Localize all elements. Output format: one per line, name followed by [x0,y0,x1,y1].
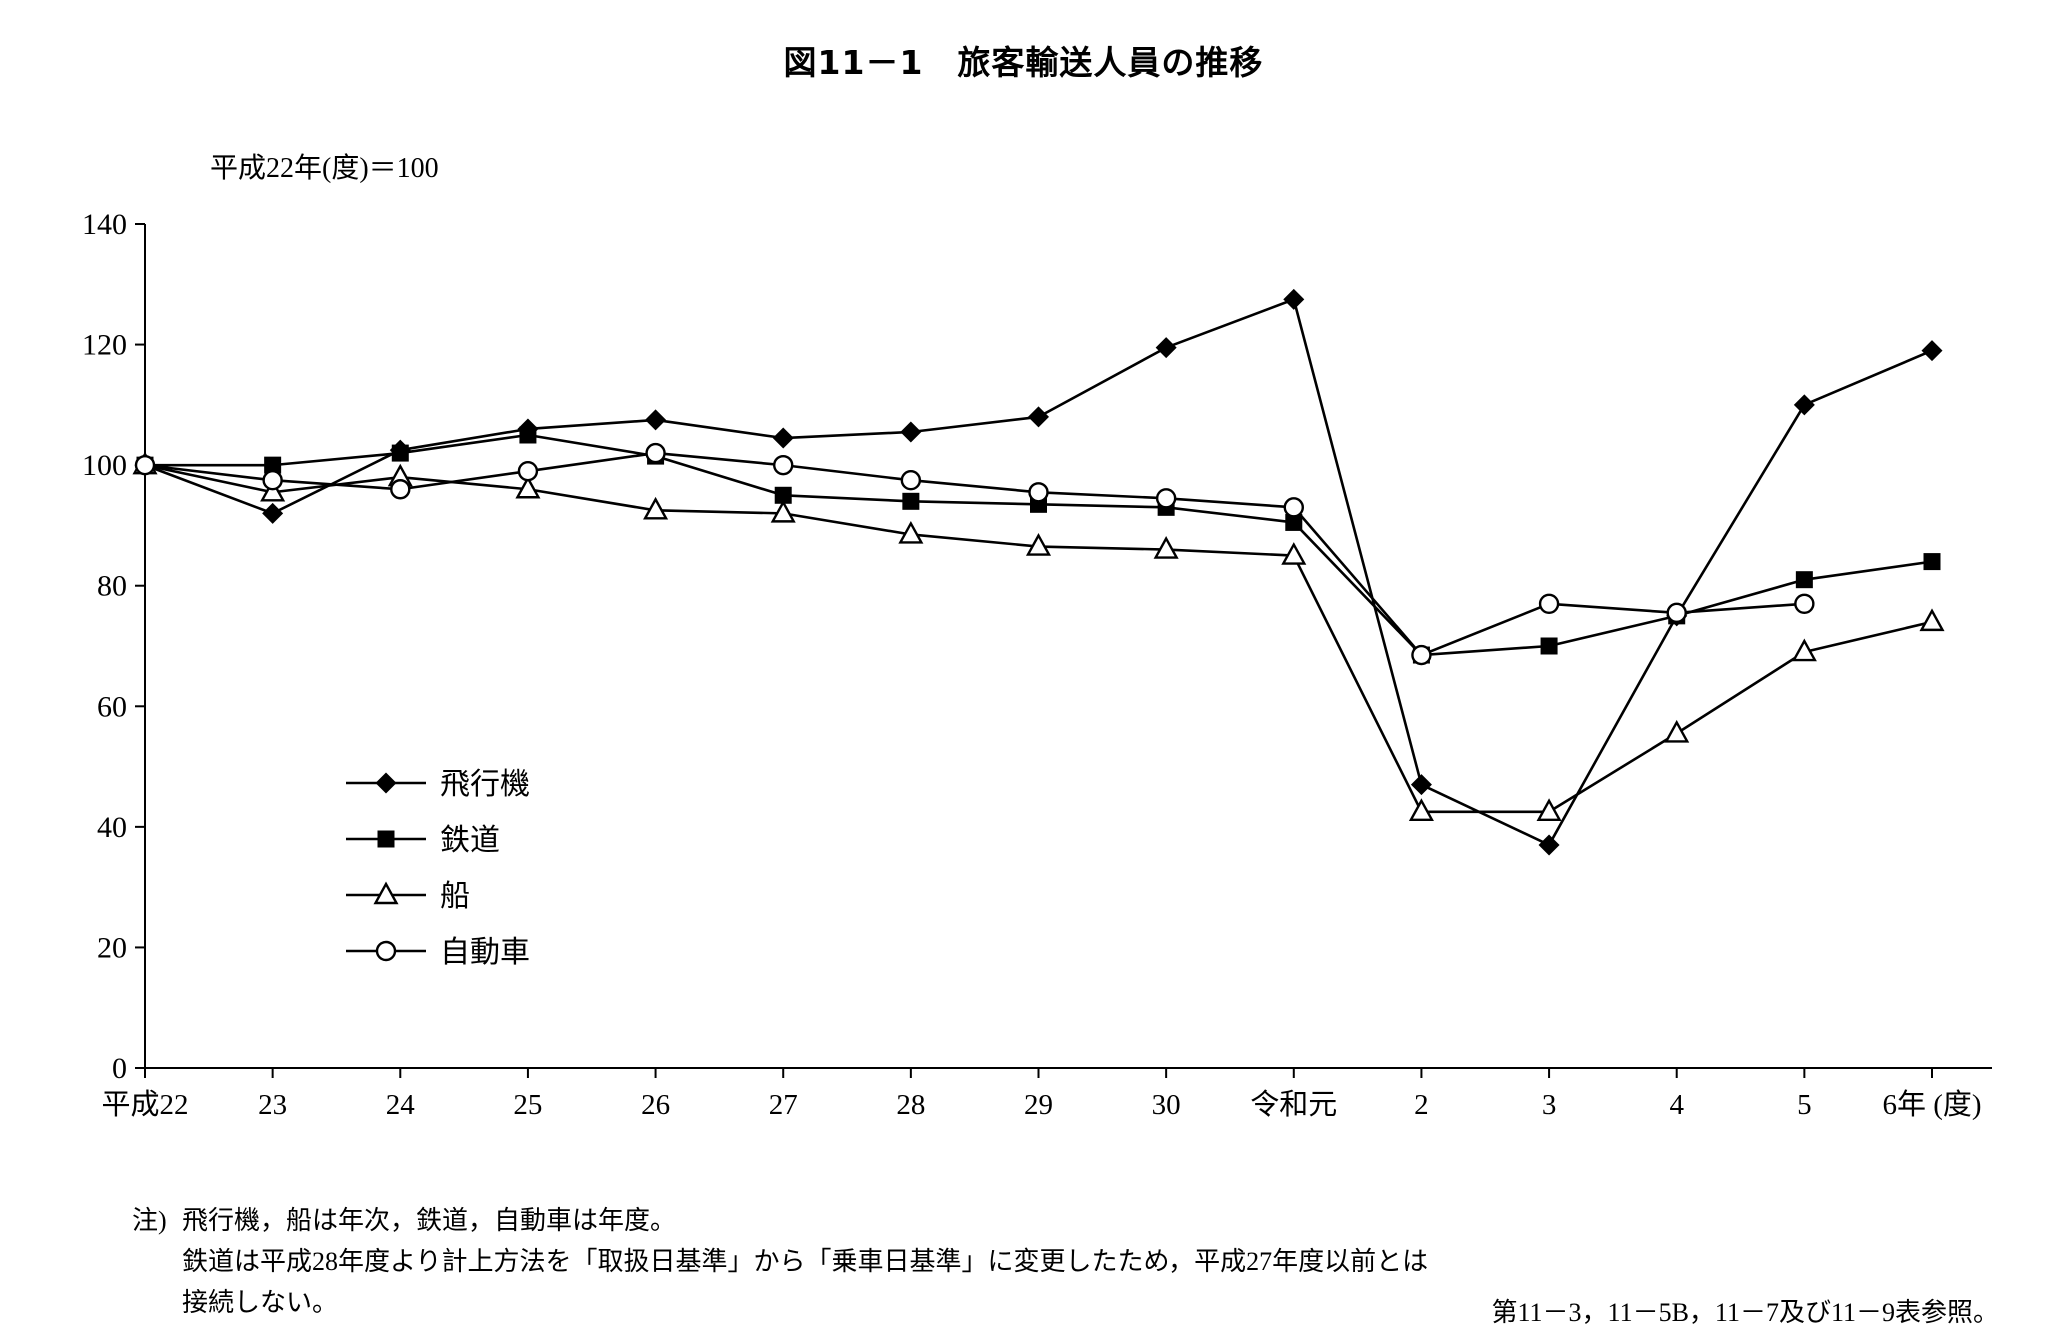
data-point-自動車 [1028,482,1049,503]
data-point-飛行機 [1155,337,1177,359]
legend-label: 鉄道 [440,824,500,857]
x-tick-label: 30 [1152,1089,1181,1121]
data-point-鉄道 [264,456,282,474]
legend-label: 自動車 [440,936,530,969]
table-reference: 第11－3，11－5B，11－7及び11－9表参照。 [1491,1298,1999,1327]
data-point-鉄道 [902,492,920,510]
x-tick-label: 4 [1669,1089,1684,1121]
legend-item-自動車: 自動車 [346,936,530,969]
data-point-自動車 [773,454,794,476]
data-point-鉄道 [391,444,409,462]
series-line-自動車 [144,451,1805,657]
x-tick-label: 3 [1542,1089,1557,1121]
index-base-note: 平成22年(度)＝100 [210,153,439,184]
data-point-自動車 [645,442,666,464]
y-tick-label: 60 [97,690,127,723]
x-tick-label: 25 [513,1089,542,1121]
y-tick-label: 80 [97,570,127,603]
legend-label: 船 [440,880,470,913]
data-point-飛行機 [900,421,922,443]
legend-marker-鉄道 [377,830,395,848]
y-tick-label: 120 [82,329,127,362]
data-point-船 [898,520,924,544]
data-point-飛行機 [1410,774,1432,796]
x-tick-label: 26 [641,1089,670,1121]
data-point-飛行機 [1028,406,1049,428]
legend-marker-船 [373,881,399,905]
x-tick-label: 5 [1797,1089,1812,1121]
data-point-自動車 [1283,497,1304,518]
data-point-船 [1408,798,1434,821]
data-point-飛行機 [645,409,667,431]
data-point-鉄道 [774,486,792,504]
data-point-自動車 [1794,593,1815,614]
data-point-飛行機 [1793,394,1815,416]
data-point-鉄道 [1923,553,1941,571]
x-tick-label: 令和元 [1250,1088,1337,1121]
series-line-飛行機 [144,298,1933,847]
data-point-自動車 [1411,644,1432,666]
legend-marker-自動車 [375,940,397,962]
data-point-鉄道 [1540,637,1558,655]
data-point-船 [1025,533,1052,556]
x-tick-label: 27 [769,1089,798,1121]
data-point-自動車 [1538,593,1560,614]
data-point-自動車 [517,460,539,482]
data-point-自動車 [390,479,411,500]
data-point-飛行機 [262,502,284,524]
data-point-自動車 [1666,602,1687,624]
y-tick-label: 140 [82,208,127,241]
x-tick-label: 29 [1024,1089,1053,1121]
data-point-鉄道 [519,426,537,444]
footnote-line-1: 飛行機，船は年次，鉄道，自動車は年度。 [182,1206,677,1235]
data-point-飛行機 [1538,834,1560,856]
x-tick-label: 24 [386,1089,416,1121]
data-point-船 [1536,798,1562,821]
x-tick-label: 平成22 [101,1088,188,1121]
data-point-船 [260,478,286,502]
y-tick-label: 40 [97,811,127,844]
legend-label: 飛行機 [440,768,530,801]
data-point-鉄道 [1795,571,1813,589]
footnote-text: 飛行機，船は年次，鉄道，自動車は年度。 鉄道は平成28年度より計上方法を「取扱日… [182,1200,1428,1323]
x-tick-label: 6年 (度) [1882,1088,1981,1121]
x-tick-label: 23 [258,1089,287,1121]
data-point-鉄道 [1285,513,1303,531]
legend-item-船: 船 [346,880,470,913]
data-point-飛行機 [772,427,794,449]
footnote-line-2: 鉄道は平成28年度より計上方法を「取扱日基準」から「乗車日基準」に変更したため，… [182,1247,1429,1276]
data-point-船 [1153,536,1179,559]
data-point-飛行機 [1921,340,1943,362]
data-point-船 [1664,719,1690,743]
data-point-船 [1281,542,1307,565]
data-point-飛行機 [1283,288,1305,310]
x-tick-label: 28 [896,1089,925,1121]
data-point-自動車 [900,470,922,491]
data-point-自動車 [134,454,156,476]
data-point-船 [770,499,796,523]
legend-item-鉄道: 鉄道 [346,824,500,857]
legend-item-飛行機: 飛行機 [346,768,530,801]
data-point-船 [1791,638,1817,662]
data-point-船 [1919,608,1945,632]
y-tick-label: 0 [112,1052,127,1085]
x-tick-label: 2 [1414,1089,1429,1121]
data-point-自動車 [1155,488,1177,509]
y-tick-label: 100 [82,449,127,482]
footnote-label: 注) [132,1206,167,1235]
y-tick-label: 20 [97,931,127,964]
footnote-line-3: 接続しない。 [182,1288,339,1317]
figure-title: 図11－1 旅客輸送人員の推移 [783,43,1264,82]
legend-marker-飛行機 [375,772,397,794]
data-point-船 [515,475,541,499]
data-point-船 [643,496,669,520]
data-point-自動車 [262,470,283,491]
